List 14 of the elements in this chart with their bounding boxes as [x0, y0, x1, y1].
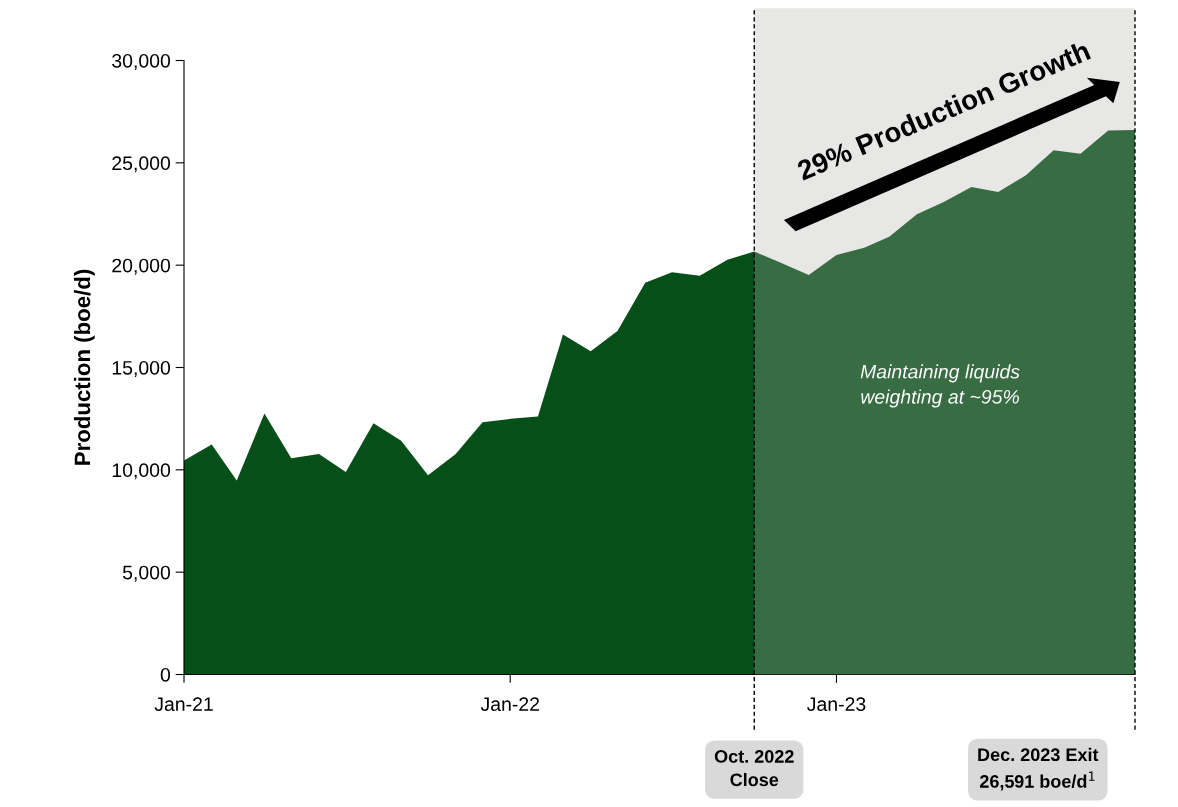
y-tick-label: 30,000 [112, 53, 171, 71]
y-tick-label: 0 [160, 667, 171, 682]
y-axis-title: Production (boe/d) [73, 269, 95, 465]
annotation: Maintaining liquids weighting at ~95% [860, 364, 1020, 408]
y-tick-label: 15,000 [112, 360, 171, 378]
ref-line-label: Oct. 2022 Close [714, 750, 794, 787]
y-tick-label: 10,000 [112, 463, 171, 480]
x-tick-label: Jan-22 [480, 697, 539, 711]
y-tick-label: 5,000 [122, 565, 171, 582]
x-tick-label: Jan-23 [807, 697, 866, 711]
y-tick-label: 20,000 [112, 258, 171, 275]
x-tick-label: Jan-21 [154, 697, 213, 711]
ref-line-label: Dec. 2023 Exit 26,591 boe/d$^{1}$ [978, 747, 1099, 791]
y-tick-label: 25,000 [112, 156, 171, 173]
